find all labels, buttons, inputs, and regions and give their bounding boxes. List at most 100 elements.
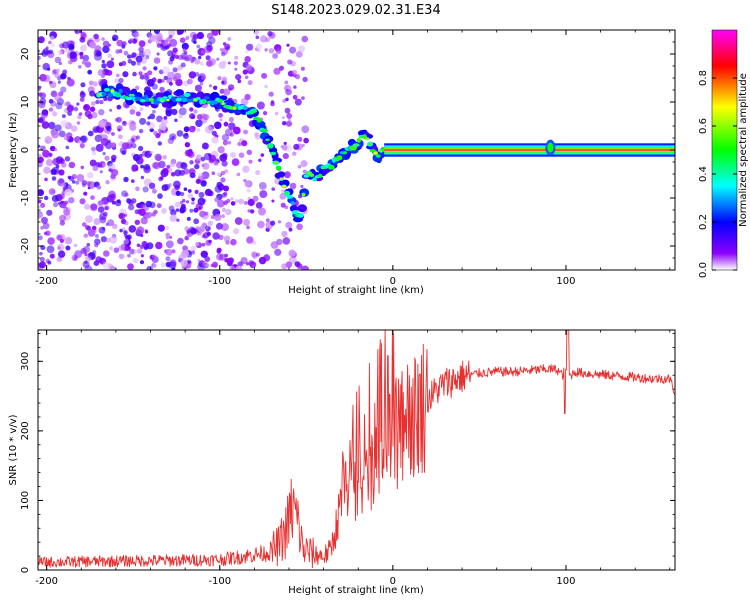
- snr-ticks: -200 -100 0 100 0 100 200 300: [20, 330, 675, 587]
- noise-mark: [206, 60, 213, 67]
- noise-mark: [246, 236, 254, 244]
- noise-mark: [84, 61, 92, 68]
- noise-mark: [186, 216, 191, 221]
- noise-mark: [219, 47, 223, 52]
- y-tick-label: -10: [20, 190, 31, 206]
- noise-mark: [157, 224, 165, 232]
- noise-mark: [167, 71, 175, 80]
- noise-mark: [293, 143, 300, 150]
- noise-mark: [183, 80, 190, 87]
- noise-mark: [201, 142, 209, 150]
- noise-mark: [79, 92, 86, 98]
- noise-mark: [70, 125, 78, 132]
- noise-mark: [89, 41, 97, 49]
- noise-mark: [57, 243, 65, 251]
- y-tick-label: 0: [20, 567, 31, 573]
- noise-mark: [162, 155, 167, 160]
- ridge-mark: [291, 210, 299, 215]
- noise-mark: [99, 170, 103, 174]
- noise-mark: [110, 57, 114, 61]
- noise-mark: [144, 75, 150, 81]
- noise-mark: [259, 190, 268, 199]
- noise-mark: [126, 198, 132, 204]
- noise-mark: [91, 225, 97, 231]
- noise-mark: [178, 114, 183, 119]
- noise-mark: [59, 214, 67, 222]
- noise-mark: [288, 249, 296, 257]
- noise-mark: [195, 154, 203, 161]
- noise-mark: [147, 116, 151, 120]
- noise-mark: [90, 101, 96, 106]
- noise-mark: [184, 142, 191, 148]
- colorbar-tick-label: 0.0: [698, 262, 709, 278]
- ridge-mark: [286, 195, 294, 199]
- noise-mark: [80, 165, 85, 170]
- noise-mark: [217, 146, 225, 154]
- noise-mark: [118, 245, 124, 251]
- noise-mark: [46, 245, 55, 254]
- noise-mark: [58, 169, 65, 176]
- noise-mark: [131, 143, 137, 149]
- noise-mark: [83, 104, 91, 111]
- noise-mark: [241, 140, 248, 147]
- noise-mark: [219, 118, 223, 122]
- noise-mark: [83, 233, 89, 238]
- noise-mark: [131, 167, 137, 172]
- noise-mark: [116, 39, 124, 47]
- noise-mark: [282, 153, 289, 160]
- noise-mark: [39, 251, 43, 256]
- noise-mark: [175, 208, 180, 212]
- noise-mark: [102, 211, 108, 217]
- noise-mark: [230, 197, 234, 201]
- noise-mark: [86, 242, 91, 247]
- noise-mark: [79, 55, 84, 60]
- noise-mark: [301, 265, 310, 270]
- noise-mark: [270, 220, 276, 226]
- noise-mark: [151, 212, 156, 217]
- ridge-mark: [178, 95, 185, 99]
- ridge-peak: [265, 138, 270, 141]
- noise-mark: [87, 114, 93, 120]
- noise-mark: [271, 199, 275, 203]
- noise-mark: [270, 101, 275, 107]
- noise-mark: [247, 198, 255, 207]
- noise-mark: [286, 113, 293, 119]
- noise-mark: [284, 107, 291, 114]
- noise-mark: [122, 120, 127, 125]
- noise-mark: [244, 93, 251, 101]
- noise-mark: [90, 195, 95, 201]
- noise-mark: [183, 187, 188, 191]
- noise-mark: [118, 62, 123, 67]
- noise-mark: [204, 211, 209, 216]
- noise-mark: [153, 57, 161, 64]
- noise-mark: [127, 139, 132, 144]
- noise-mark: [53, 202, 59, 208]
- noise-mark: [68, 161, 76, 169]
- noise-mark: [225, 128, 233, 137]
- noise-mark: [93, 128, 98, 133]
- noise-mark: [117, 128, 121, 132]
- noise-mark: [271, 187, 276, 191]
- noise-mark: [149, 150, 153, 154]
- snr-ylabel: SNR (10 * v/v): [8, 414, 19, 485]
- noise-mark: [238, 198, 245, 205]
- noise-mark: [175, 78, 183, 87]
- noise-mark: [280, 144, 284, 149]
- noise-mark: [193, 218, 200, 225]
- noise-mark: [297, 136, 303, 142]
- noise-mark: [97, 69, 105, 77]
- noise-mark: [185, 200, 190, 204]
- noise-mark: [216, 199, 225, 208]
- noise-mark: [200, 250, 208, 258]
- noise-mark: [38, 144, 41, 148]
- noise-mark: [201, 75, 206, 81]
- noise-mark: [46, 209, 53, 216]
- snr-frame: [37, 329, 676, 571]
- noise-mark: [231, 158, 240, 167]
- noise-mark: [194, 84, 202, 92]
- noise-mark: [254, 134, 261, 140]
- noise-mark: [187, 193, 194, 199]
- noise-mark: [49, 81, 57, 89]
- noise-mark: [286, 43, 290, 47]
- noise-mark: [275, 48, 282, 54]
